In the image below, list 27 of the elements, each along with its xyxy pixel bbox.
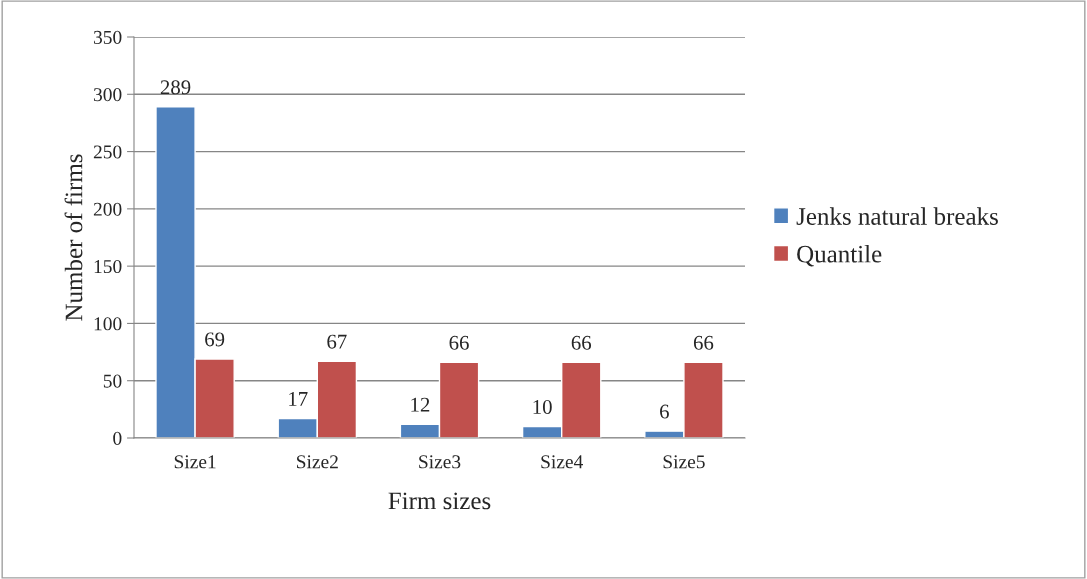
data-label: 67 — [327, 334, 347, 349]
x-tick-label: Size4 — [541, 455, 583, 469]
x-tick-label: Size5 — [663, 455, 705, 469]
y-tick-label: 50 — [103, 374, 122, 388]
x-axis-title: Firm sizes — [388, 492, 491, 510]
legend-label: Jenks natural breaks — [796, 207, 998, 225]
legend-label: Quantile — [797, 245, 882, 267]
data-label: 66 — [571, 335, 592, 350]
y-tick-label: 250 — [93, 145, 122, 159]
y-tick-label: 150 — [94, 259, 122, 274]
y-tick-label: 200 — [93, 202, 122, 216]
data-label: 6 — [660, 404, 669, 419]
y-tick-label: 100 — [94, 317, 122, 331]
y-tick-label: 350 — [93, 30, 122, 44]
data-label: 66 — [449, 335, 469, 350]
data-label: 12 — [411, 397, 430, 412]
data-label: 66 — [693, 335, 714, 350]
data-label: 289 — [160, 80, 191, 95]
x-tick-label: Size1 — [174, 455, 216, 469]
y-tick-label: 300 — [93, 88, 122, 102]
x-tick-label: Size2 — [297, 455, 338, 469]
data-label: 17 — [289, 392, 308, 406]
y-axis-title: Number of firms — [64, 154, 83, 321]
y-tick-label: 0 — [113, 431, 122, 445]
data-label: 10 — [533, 399, 552, 414]
x-tick-label: Size3 — [419, 455, 461, 469]
data-label: 69 — [205, 332, 225, 347]
